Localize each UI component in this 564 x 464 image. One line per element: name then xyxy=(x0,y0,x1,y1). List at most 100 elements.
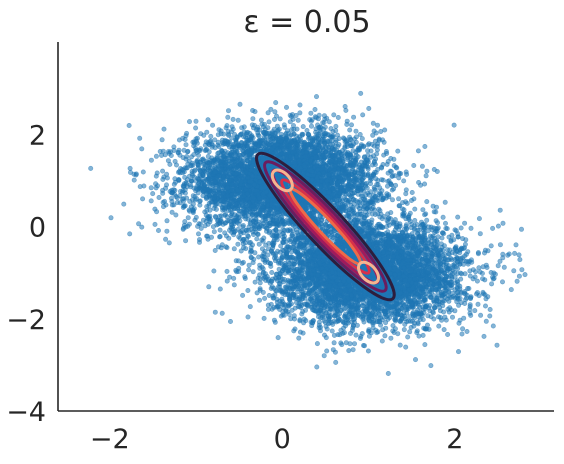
scatter-point xyxy=(378,129,384,135)
scatter-point xyxy=(208,133,214,139)
scatter-point xyxy=(260,218,266,224)
scatter-point xyxy=(140,196,146,202)
scatter-point xyxy=(230,116,236,122)
scatter-point xyxy=(358,167,364,173)
scatter-point xyxy=(330,191,336,197)
scatter-point xyxy=(245,183,251,189)
scatter-point xyxy=(209,234,215,240)
scatter-point xyxy=(321,120,327,126)
scatter-point xyxy=(215,164,221,170)
scatter-point xyxy=(396,196,402,202)
scatter-point xyxy=(257,179,263,185)
scatter-point xyxy=(194,159,200,165)
scatter-point xyxy=(337,179,343,185)
scatter-point xyxy=(323,148,329,154)
scatter-point xyxy=(190,201,196,207)
scatter-point xyxy=(365,142,371,148)
scatter-point xyxy=(189,160,195,166)
scatter-point xyxy=(266,208,272,214)
scatter-point xyxy=(226,140,232,146)
scatter-point xyxy=(179,166,185,172)
scatter-point xyxy=(302,153,308,159)
scatter-point xyxy=(343,191,349,197)
scatter-point xyxy=(206,171,212,177)
scatter-point xyxy=(451,122,457,128)
scatter-point xyxy=(212,248,218,254)
scatter-point xyxy=(419,163,425,169)
scatter-point xyxy=(329,165,335,171)
scatter-point xyxy=(315,136,321,142)
scatter-point xyxy=(422,144,428,150)
scatter-point xyxy=(225,185,231,191)
scatter-point xyxy=(169,209,175,215)
scatter-point xyxy=(370,120,376,126)
scatter-point xyxy=(156,228,162,234)
scatter-point xyxy=(229,124,235,130)
scatter-point xyxy=(389,197,395,203)
scatter-point xyxy=(423,173,429,179)
scatter-point xyxy=(256,193,262,199)
scatter-point xyxy=(277,116,283,122)
scatter-point xyxy=(237,143,243,149)
scatter-point xyxy=(253,219,259,225)
scatter-point xyxy=(189,171,195,177)
scatter-point xyxy=(215,132,221,138)
scatter-point xyxy=(249,146,255,152)
scatter-point xyxy=(289,112,295,118)
scatter-point xyxy=(412,206,418,212)
scatter-point xyxy=(343,107,349,113)
scatter-point xyxy=(225,114,231,120)
scatter-point xyxy=(126,123,132,129)
scatter-point xyxy=(150,191,156,197)
scatter-point xyxy=(204,129,210,135)
scatter-point xyxy=(390,173,396,179)
scatter-point xyxy=(308,123,314,129)
scatter-point xyxy=(313,129,319,135)
scatter-point xyxy=(187,119,193,125)
scatter-point xyxy=(332,176,338,182)
scatter-point xyxy=(306,132,312,138)
scatter-point xyxy=(250,203,256,209)
scatter-point xyxy=(183,133,189,139)
scatter-point xyxy=(352,173,358,179)
scatter-point xyxy=(389,187,395,193)
scatter-point xyxy=(352,178,358,184)
scatter-point xyxy=(313,162,319,168)
scatter-point xyxy=(379,197,385,203)
scatter-point xyxy=(348,154,354,160)
scatter-point xyxy=(255,132,261,138)
scatter-point xyxy=(335,115,341,121)
scatter-point xyxy=(294,126,300,132)
scatter-point xyxy=(301,144,307,150)
scatter-point xyxy=(380,162,386,168)
scatter-point xyxy=(139,146,145,152)
scatter-point xyxy=(205,117,211,123)
scatter-point xyxy=(189,154,195,160)
scatter-point xyxy=(320,133,326,139)
scatter-point xyxy=(236,214,242,220)
scatter-point xyxy=(299,132,305,138)
scatter-point xyxy=(253,127,259,133)
scatter-point xyxy=(326,184,332,190)
scatter-point xyxy=(220,190,226,196)
scatter-point xyxy=(148,185,154,191)
scatter-point xyxy=(127,231,133,237)
scatter-point xyxy=(161,204,167,210)
scatter-point xyxy=(133,171,139,177)
scatter-point xyxy=(366,106,372,112)
scatter-point xyxy=(411,163,417,169)
scatter-point xyxy=(163,185,169,191)
scatter-point xyxy=(207,207,213,213)
scatter-point xyxy=(253,170,259,176)
scatter-point xyxy=(152,221,158,227)
scatter-point xyxy=(210,122,216,128)
scatter-point xyxy=(361,143,367,149)
scatter-point xyxy=(201,162,207,168)
scatter-point xyxy=(256,140,262,146)
scatter-point xyxy=(200,217,206,223)
scatter-point xyxy=(319,145,325,151)
scatter-point xyxy=(404,171,410,177)
scatter-point xyxy=(233,182,239,188)
scatter-point xyxy=(321,113,327,119)
